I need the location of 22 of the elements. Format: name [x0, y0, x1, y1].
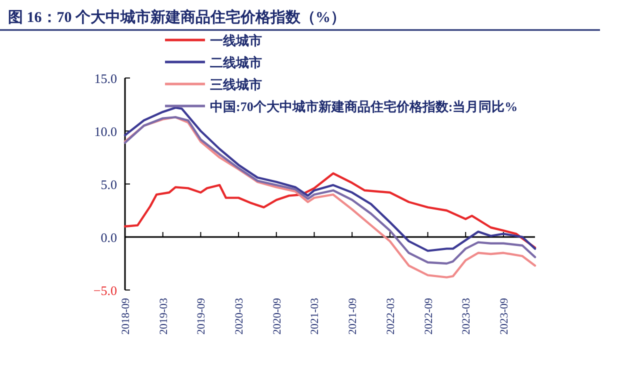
x-tick-label: 2021-09: [347, 298, 360, 335]
legend-label: 二线城市: [210, 55, 262, 70]
x-tick-label: 2022-09: [422, 298, 435, 335]
legend-label: 中国:70个大中城市新建商品住宅价格指数:当月同比%: [210, 99, 518, 114]
line-series: [124, 172, 536, 249]
x-tick-label: 2020-03: [234, 298, 246, 335]
x-tick-label: 2019-03: [158, 298, 170, 335]
y-tick-label: 15.0: [94, 71, 117, 86]
x-tick-label: 2023-03: [460, 298, 473, 335]
x-tick-label: 2023-09: [498, 298, 510, 335]
x-tick-label: 2018-09: [120, 298, 132, 335]
chart-title: 图 16：70 个大中城市新建商品住宅价格指数（%）: [8, 8, 346, 26]
x-tick-label: 2019-09: [196, 298, 208, 335]
legend-label: 三线城市: [210, 77, 262, 92]
x-tick-label: 2022-03: [384, 298, 397, 335]
x-tick-label: 2020-09: [271, 298, 284, 335]
y-tick-label: −5.0: [93, 283, 117, 298]
legend-label: 一线城市: [210, 33, 262, 48]
x-tick-label: 2021-03: [309, 298, 322, 335]
y-tick-label: 0.0: [100, 230, 117, 245]
y-tick-label: 5.0: [100, 177, 117, 192]
y-tick-label: 10.0: [94, 124, 117, 139]
